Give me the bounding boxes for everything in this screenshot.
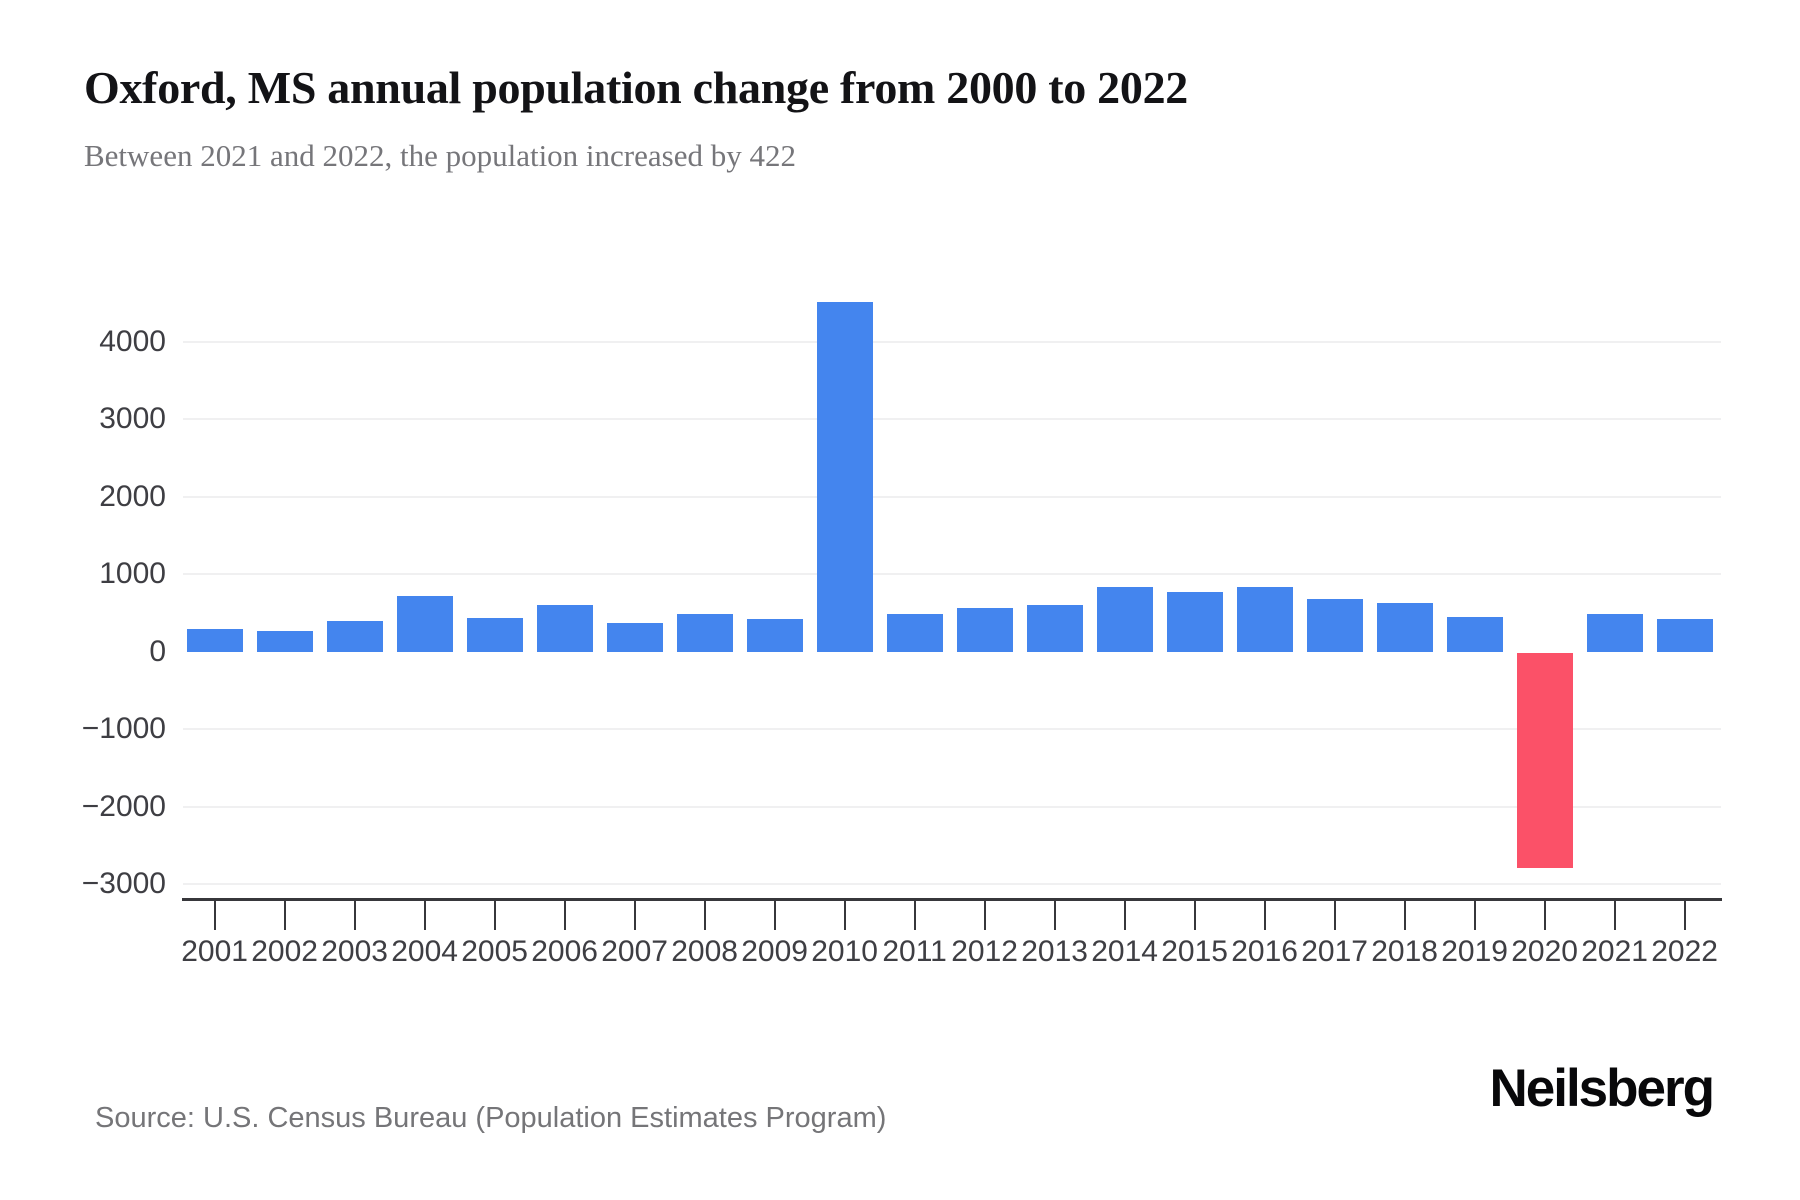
x-axis-label-2022: 2022 bbox=[1651, 935, 1718, 968]
x-tick-2013 bbox=[1053, 901, 1056, 930]
source-note: Source: U.S. Census Bureau (Population E… bbox=[95, 1102, 887, 1134]
gridline-2000 bbox=[183, 495, 1721, 498]
x-tick-2006 bbox=[563, 901, 566, 930]
x-tick-2017 bbox=[1333, 901, 1336, 930]
bar-2013[interactable] bbox=[1026, 604, 1083, 652]
x-axis-label-2009: 2009 bbox=[741, 935, 808, 968]
gridline-1000 bbox=[183, 573, 1721, 575]
x-axis-label-2011: 2011 bbox=[882, 935, 947, 968]
x-tick-2019 bbox=[1473, 901, 1476, 930]
x-tick-2002 bbox=[283, 901, 286, 930]
x-tick-2005 bbox=[493, 901, 496, 930]
x-axis-label-2007: 2007 bbox=[601, 935, 668, 968]
x-tick-2007 bbox=[633, 901, 636, 930]
x-tick-2009 bbox=[773, 901, 776, 930]
x-tick-2022 bbox=[1683, 901, 1686, 930]
x-tick-2018 bbox=[1403, 901, 1406, 930]
y-axis-label--1000: −1000 bbox=[81, 712, 166, 745]
y-axis-label--3000: −3000 bbox=[81, 867, 166, 900]
bar-2016[interactable] bbox=[1236, 586, 1293, 652]
x-axis-label-2014: 2014 bbox=[1091, 935, 1158, 968]
x-axis-label-2017: 2017 bbox=[1301, 935, 1368, 968]
y-axis-label--2000: −2000 bbox=[81, 789, 166, 823]
bar-2011[interactable] bbox=[886, 613, 943, 652]
x-axis-label-2002: 2002 bbox=[251, 935, 318, 968]
bar-2001[interactable] bbox=[186, 628, 243, 652]
bar-2009[interactable] bbox=[746, 618, 803, 652]
x-axis-label-2001: 2001 bbox=[181, 935, 248, 968]
gridline--3000 bbox=[183, 883, 1721, 885]
bar-2022[interactable] bbox=[1656, 618, 1713, 652]
y-axis-label-0: 0 bbox=[149, 634, 166, 668]
x-axis-label-2019: 2019 bbox=[1441, 935, 1508, 968]
bar-2003[interactable] bbox=[326, 620, 383, 652]
x-tick-2020 bbox=[1543, 901, 1546, 930]
bar-2015[interactable] bbox=[1166, 591, 1223, 652]
bar-2018[interactable] bbox=[1376, 602, 1433, 652]
bar-2019[interactable] bbox=[1446, 616, 1503, 652]
bar-2005[interactable] bbox=[466, 617, 523, 652]
bar-2020[interactable] bbox=[1516, 652, 1573, 868]
y-axis-label-3000: 3000 bbox=[99, 402, 166, 435]
gridline-4000 bbox=[183, 340, 1721, 343]
x-tick-2004 bbox=[423, 901, 426, 930]
x-tick-2008 bbox=[703, 901, 706, 930]
y-axis-label-1000: 1000 bbox=[99, 557, 166, 590]
gridline--1000 bbox=[183, 728, 1721, 730]
x-tick-2016 bbox=[1263, 901, 1266, 930]
x-axis-label-2018: 2018 bbox=[1371, 935, 1438, 968]
x-axis-label-2008: 2008 bbox=[671, 935, 738, 968]
chart-subtitle: Between 2021 and 2022, the population in… bbox=[84, 138, 796, 173]
bar-2007[interactable] bbox=[606, 622, 663, 652]
x-tick-2011 bbox=[913, 901, 916, 930]
y-axis-label-2000: 2000 bbox=[99, 479, 166, 513]
x-axis-label-2004: 2004 bbox=[391, 935, 458, 968]
x-tick-2015 bbox=[1193, 901, 1196, 930]
x-axis-label-2020: 2020 bbox=[1511, 935, 1578, 968]
bar-2010[interactable] bbox=[816, 301, 873, 652]
x-tick-2014 bbox=[1123, 901, 1126, 930]
bar-2004[interactable] bbox=[396, 595, 453, 652]
bar-2012[interactable] bbox=[956, 607, 1013, 652]
x-axis-label-2013: 2013 bbox=[1021, 935, 1088, 968]
x-tick-2010 bbox=[843, 901, 846, 930]
x-axis-label-2012: 2012 bbox=[951, 935, 1018, 968]
x-axis-label-2005: 2005 bbox=[461, 935, 528, 968]
x-tick-2001 bbox=[213, 901, 216, 930]
x-tick-2003 bbox=[353, 901, 356, 930]
bar-2017[interactable] bbox=[1306, 598, 1363, 652]
bar-2008[interactable] bbox=[676, 613, 733, 652]
gridline--2000 bbox=[183, 805, 1721, 808]
chart-title: Oxford, MS annual population change from… bbox=[84, 62, 1188, 113]
x-axis-label-2010: 2010 bbox=[811, 935, 878, 968]
bar-2006[interactable] bbox=[536, 604, 593, 652]
x-tick-2012 bbox=[983, 901, 986, 930]
x-axis-label-2003: 2003 bbox=[321, 935, 388, 968]
y-axis-label-4000: 4000 bbox=[99, 324, 166, 358]
bar-2021[interactable] bbox=[1586, 613, 1643, 652]
gridline-3000 bbox=[183, 418, 1721, 420]
x-axis-label-2016: 2016 bbox=[1231, 935, 1298, 968]
x-axis-line bbox=[182, 898, 1722, 901]
neilsberg-logo: Neilsberg bbox=[1489, 1059, 1715, 1118]
x-axis-label-2015: 2015 bbox=[1161, 935, 1228, 968]
x-axis-label-2021: 2021 bbox=[1581, 935, 1648, 968]
x-tick-2021 bbox=[1613, 901, 1616, 930]
bar-2002[interactable] bbox=[256, 630, 313, 652]
bar-2014[interactable] bbox=[1096, 586, 1153, 652]
x-axis-label-2006: 2006 bbox=[531, 935, 598, 968]
